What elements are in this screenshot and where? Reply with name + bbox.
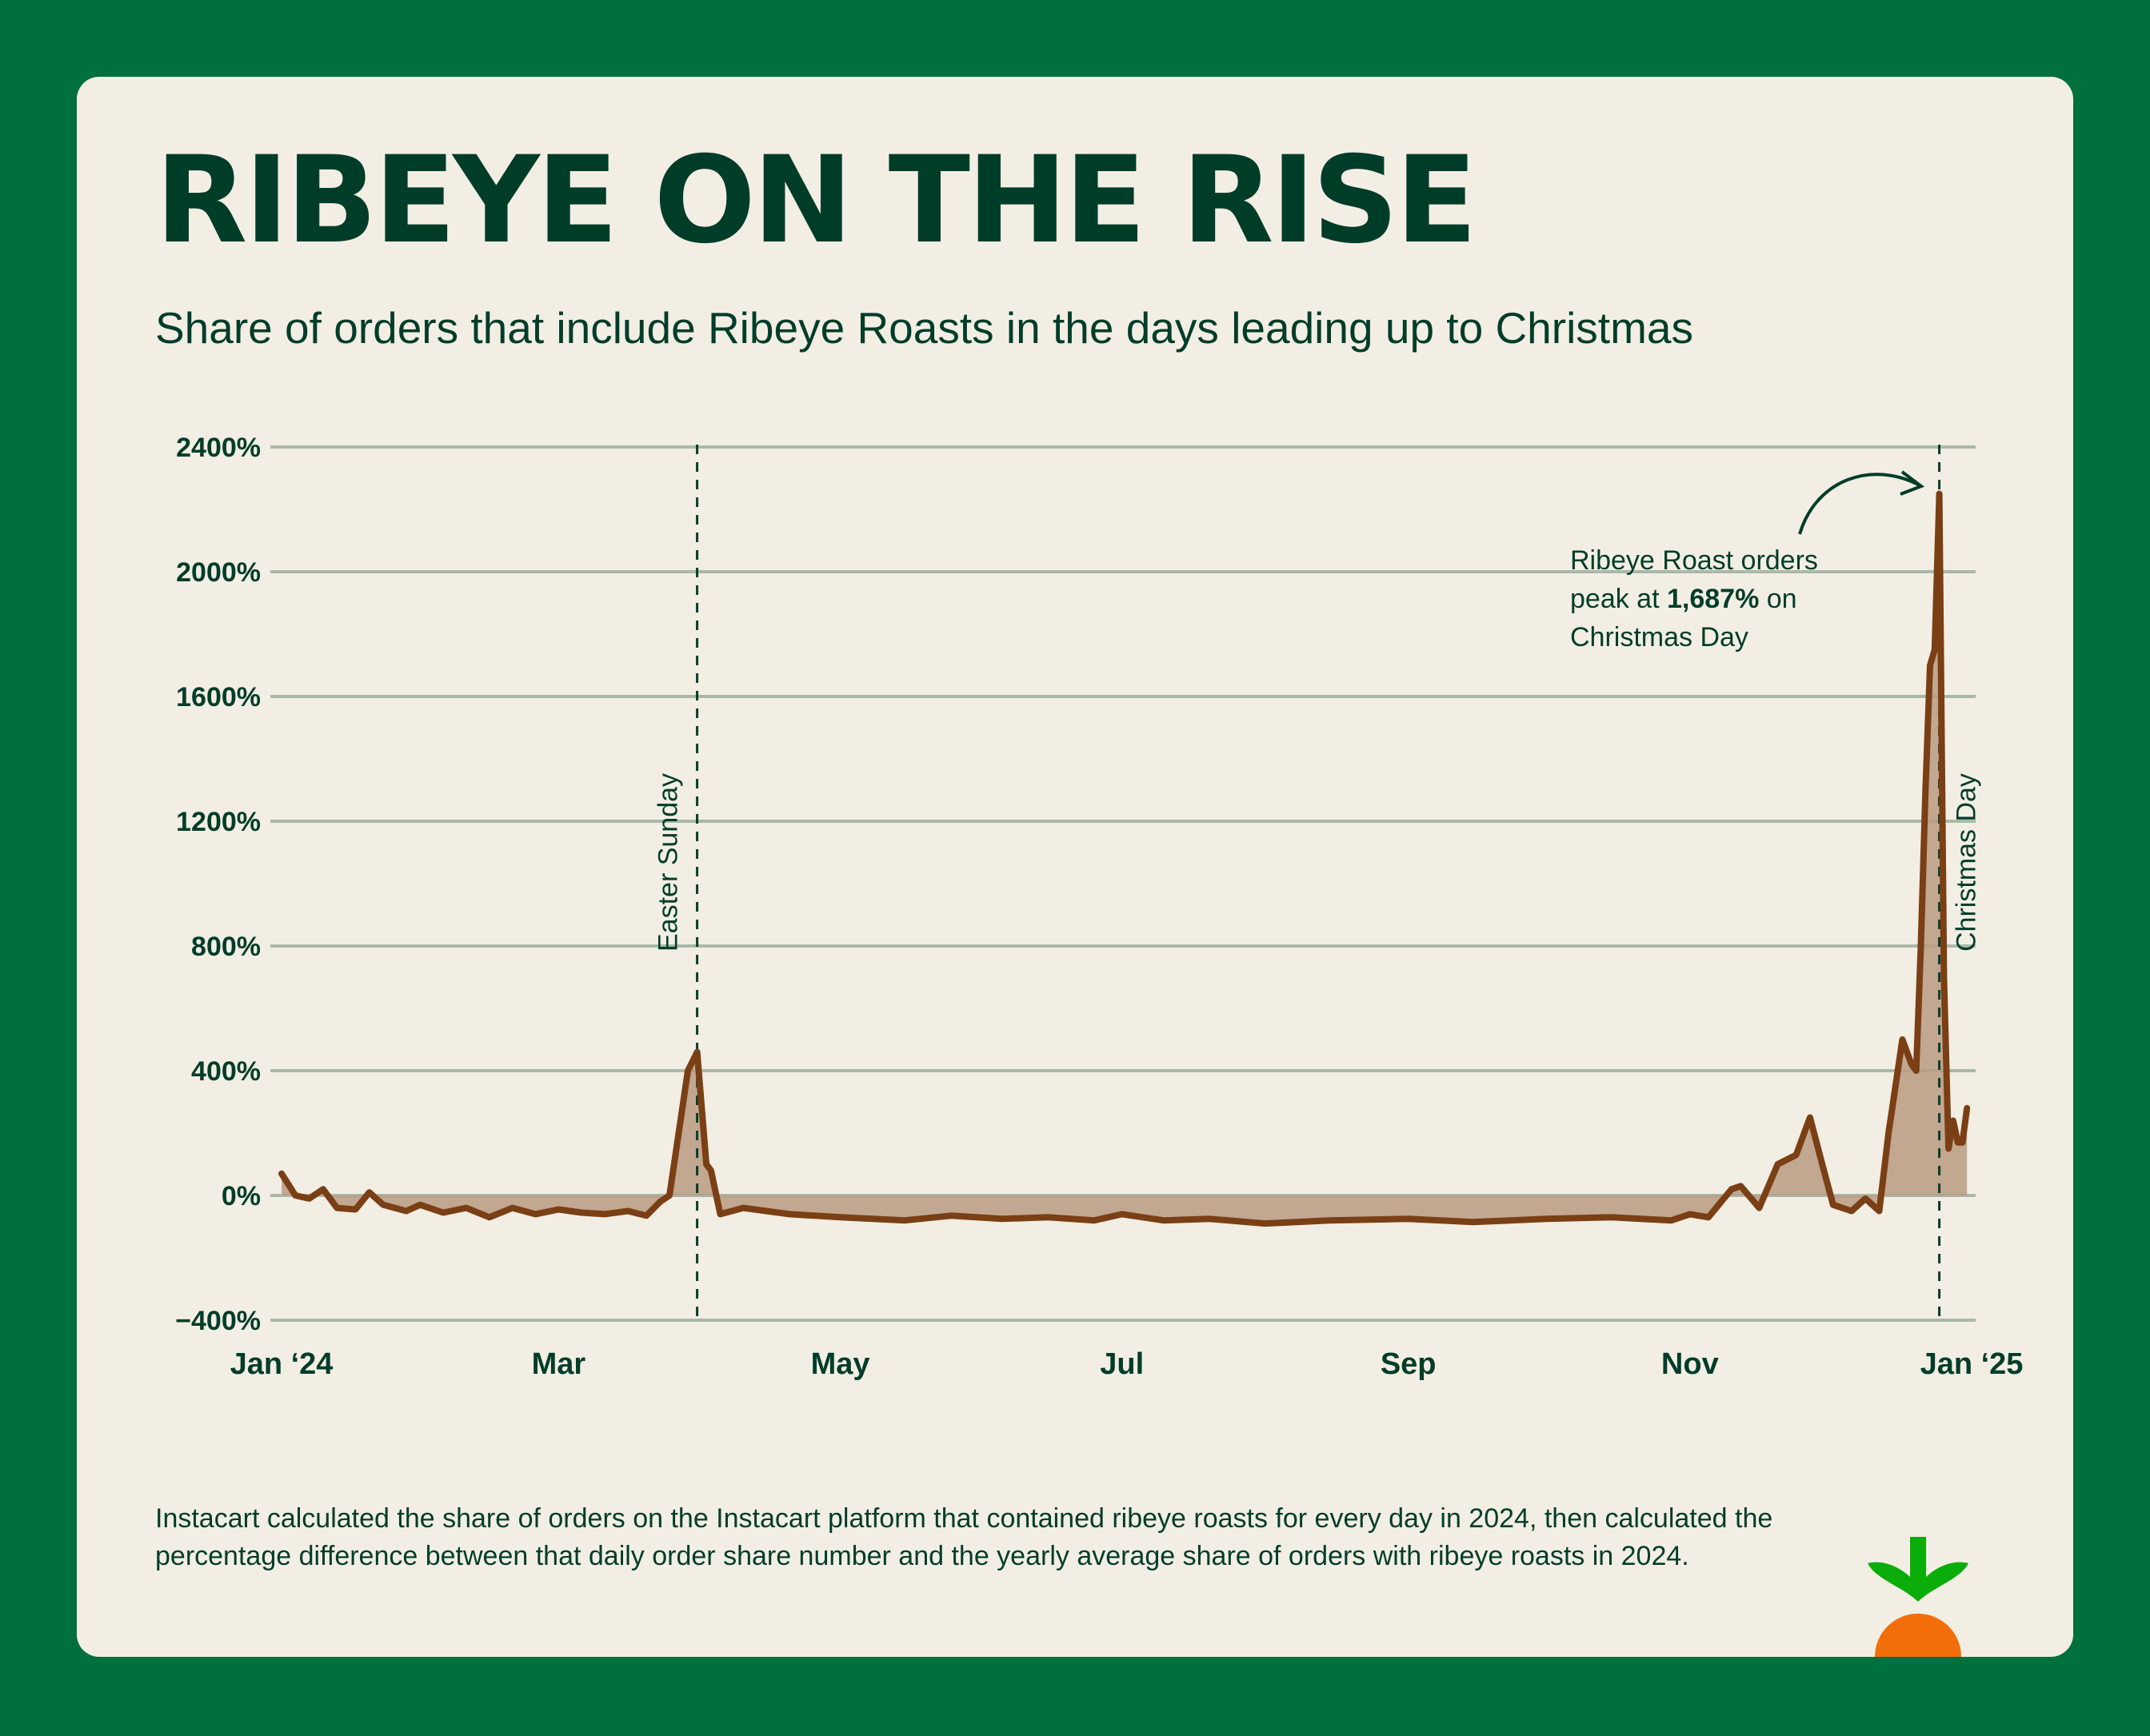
carrot-leaf-icon	[1868, 1537, 1968, 1602]
annotation-arrow-icon	[1798, 473, 1920, 535]
annotation-text: on	[1759, 584, 1796, 614]
arrowhead-icon	[1900, 470, 1925, 496]
carrot-icon	[1875, 1614, 1961, 1657]
x-tick-label: Jan ‘24	[230, 1347, 334, 1381]
event-marker-label: Christmas Day	[1952, 773, 1982, 952]
y-tick-label: 400%	[191, 1056, 261, 1087]
annotation-text: peak at	[1570, 584, 1667, 614]
x-tick-label: Sep	[1381, 1347, 1437, 1381]
y-tick-label: −400%	[175, 1306, 261, 1336]
page-title: RIBEYE ON THE RISE	[155, 131, 1477, 270]
y-tick-label: 2400%	[176, 433, 261, 463]
y-tick-label: 1200%	[176, 807, 261, 837]
chart-subtitle: Share of orders that include Ribeye Roas…	[155, 303, 1693, 353]
x-tick-label: May	[811, 1347, 870, 1381]
x-tick-label: Mar	[532, 1347, 586, 1381]
event-marker-label: Easter Sunday	[653, 773, 684, 952]
annotation-line-1: Ribeye Roast orders	[1570, 545, 1818, 576]
x-tick-label: Nov	[1661, 1347, 1719, 1381]
peak-annotation: Ribeye Roast orders peak at 1,687% on Ch…	[1570, 470, 1925, 652]
y-tick-label: 1600%	[176, 682, 261, 712]
annotation-line-2: peak at 1,687% on	[1570, 584, 1797, 614]
instacart-carrot-logo	[1868, 1537, 1968, 1657]
series-line	[278, 490, 1971, 1227]
annotation-peak-value: 1,687%	[1667, 584, 1759, 614]
infographic-panel: RIBEYE ON THE RISE Share of orders that …	[77, 77, 2073, 1657]
methodology-footnote: Instacart calculated the share of orders…	[155, 1503, 1773, 1571]
y-tick-label: 800%	[191, 932, 261, 962]
x-tick-label: Jul	[1100, 1347, 1144, 1381]
annotation-line-3: Christmas Day	[1570, 622, 1748, 652]
y-tick-label: 2000%	[176, 557, 261, 588]
x-tick-label: Jan ‘25	[1920, 1347, 2024, 1381]
y-tick-label: 0%	[222, 1181, 261, 1211]
